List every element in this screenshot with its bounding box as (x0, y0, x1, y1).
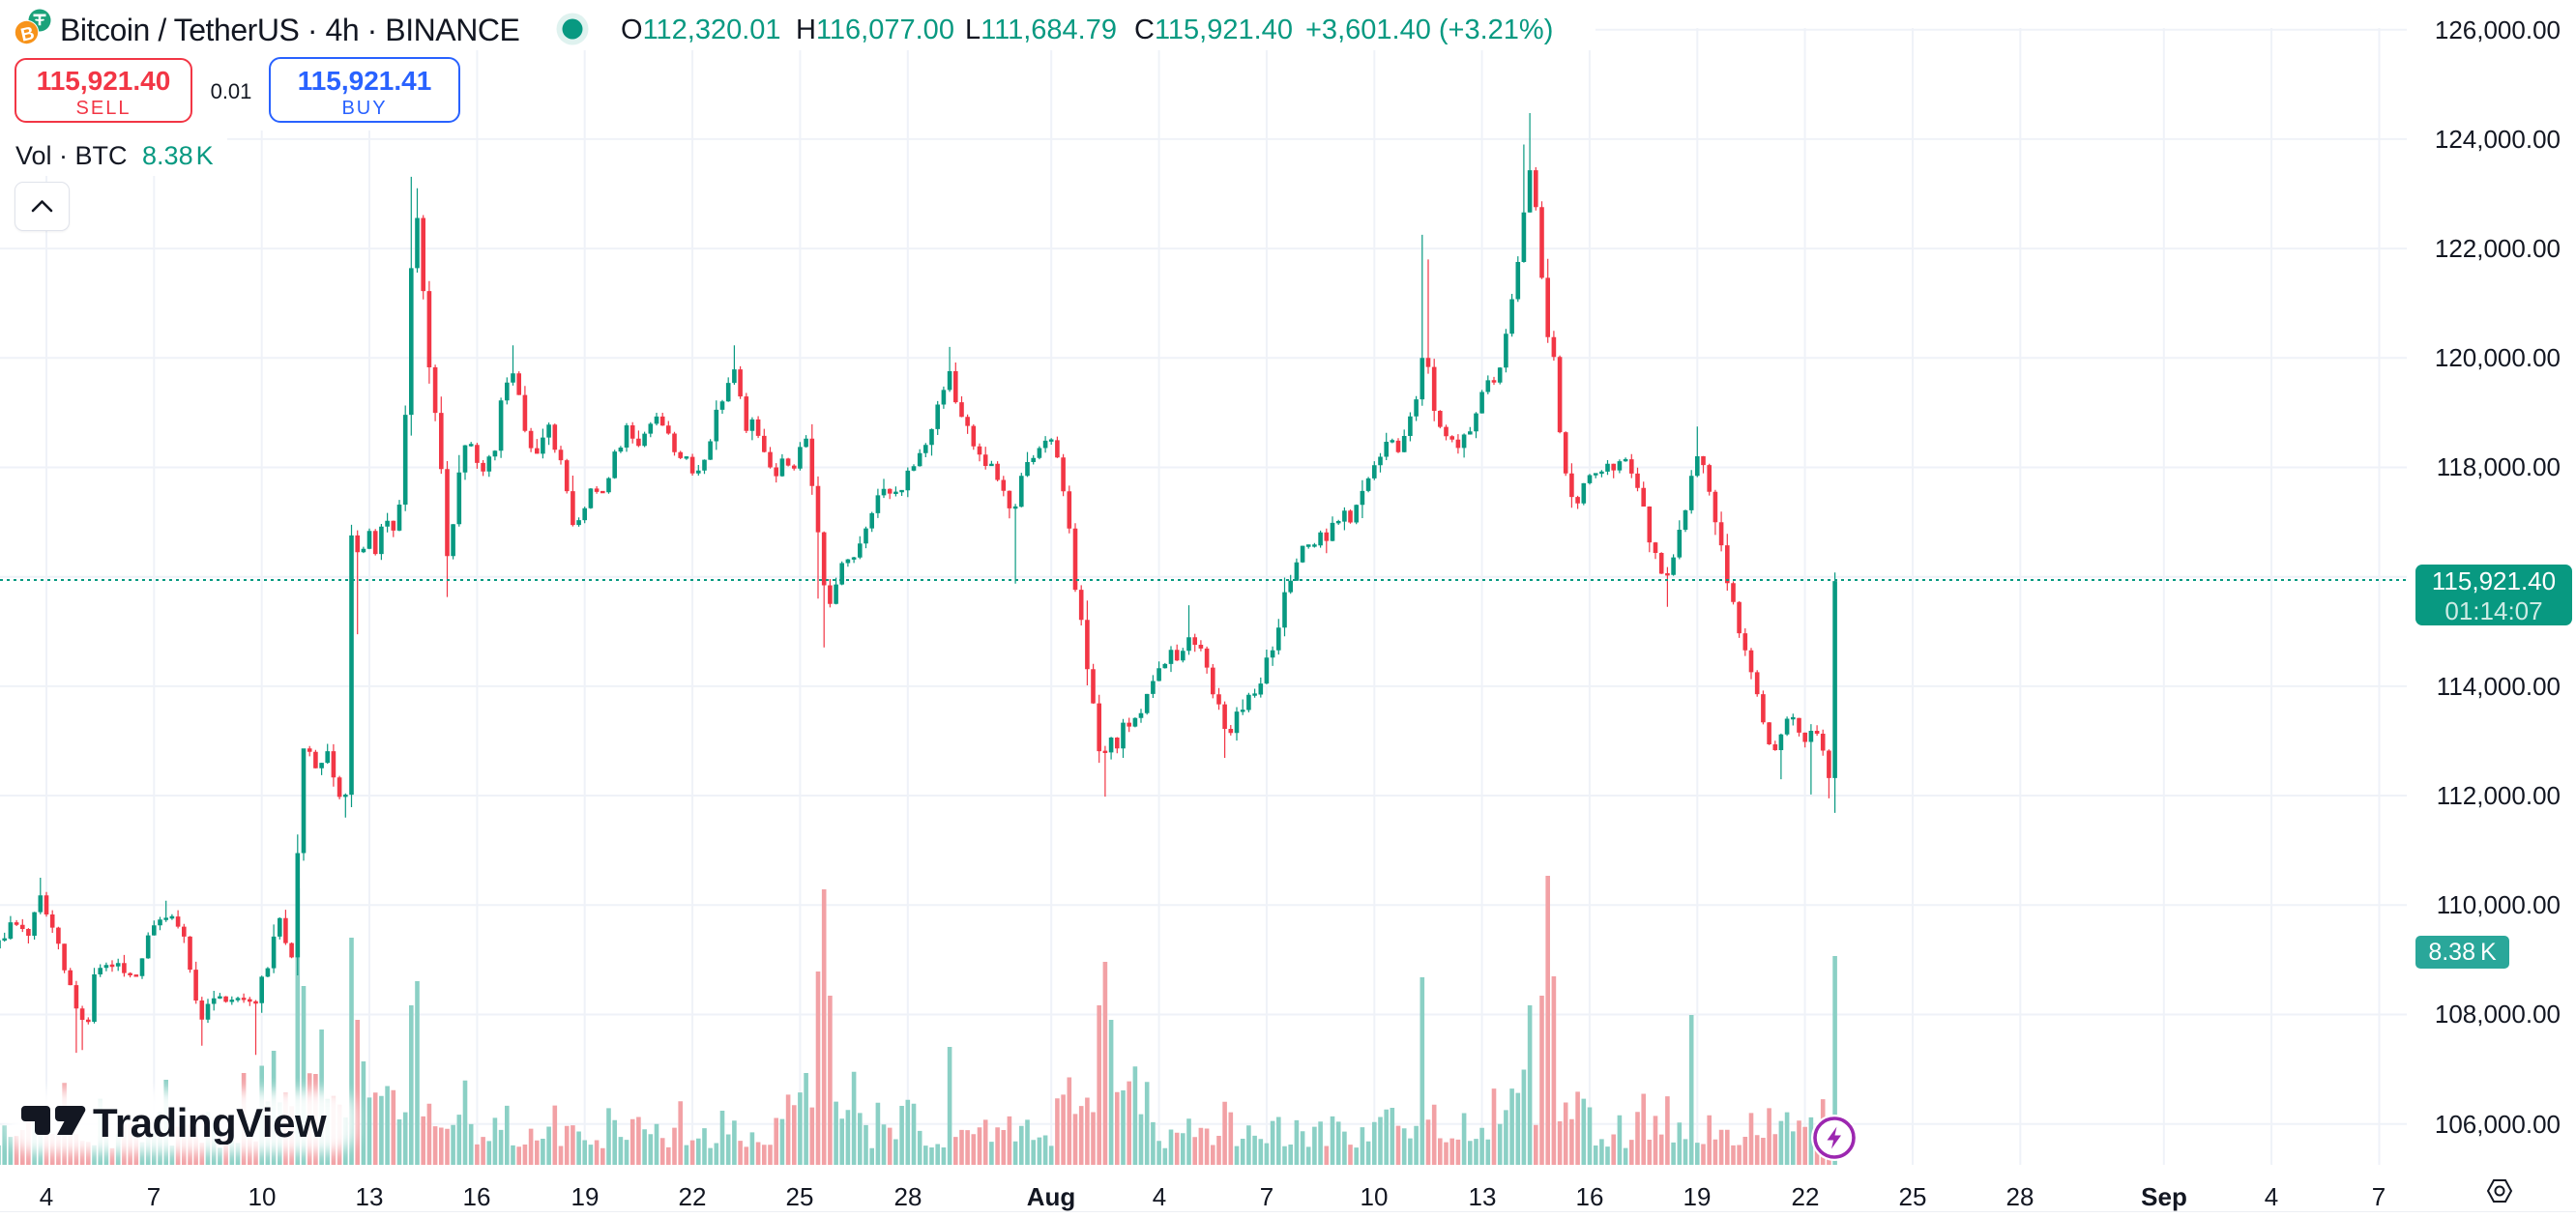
svg-text:B: B (18, 23, 36, 46)
svg-text:TradingView: TradingView (93, 1100, 327, 1145)
